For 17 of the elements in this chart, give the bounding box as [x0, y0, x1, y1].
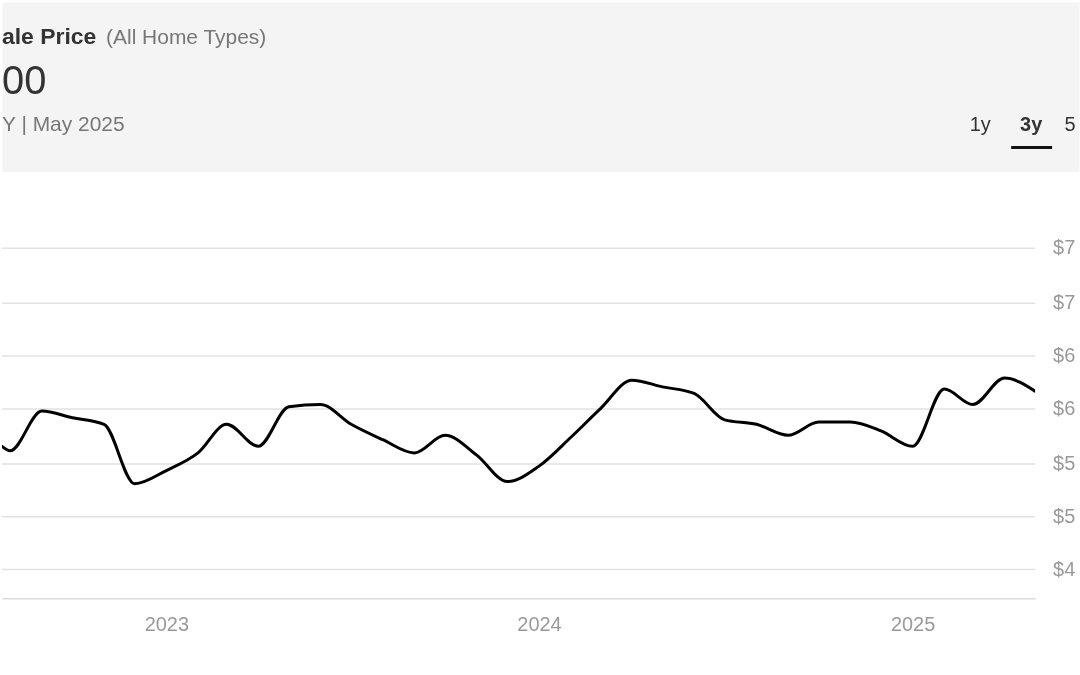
- text: $5: [1053, 451, 1076, 474]
- text: $6: [1053, 396, 1076, 419]
- text: 1y: [969, 112, 991, 135]
- text: Y | May 2025: [1, 111, 125, 135]
- x-tick-label: 2024: [517, 612, 562, 635]
- text: 00: [1, 57, 47, 102]
- x-tick-label: 2025: [890, 612, 936, 635]
- text: $7: [1053, 236, 1076, 259]
- text: $4: [1053, 557, 1076, 580]
- text: $5: [1053, 504, 1076, 527]
- text: 3y: [1020, 112, 1043, 135]
- text: $6: [1053, 344, 1076, 367]
- x-tick-label: 2023: [144, 612, 190, 635]
- chart-title: ale Price: [1, 22, 97, 49]
- chart-subtitle: (All Home Types): [106, 24, 267, 48]
- text: 5: [1064, 112, 1076, 135]
- text: $7: [1053, 291, 1076, 314]
